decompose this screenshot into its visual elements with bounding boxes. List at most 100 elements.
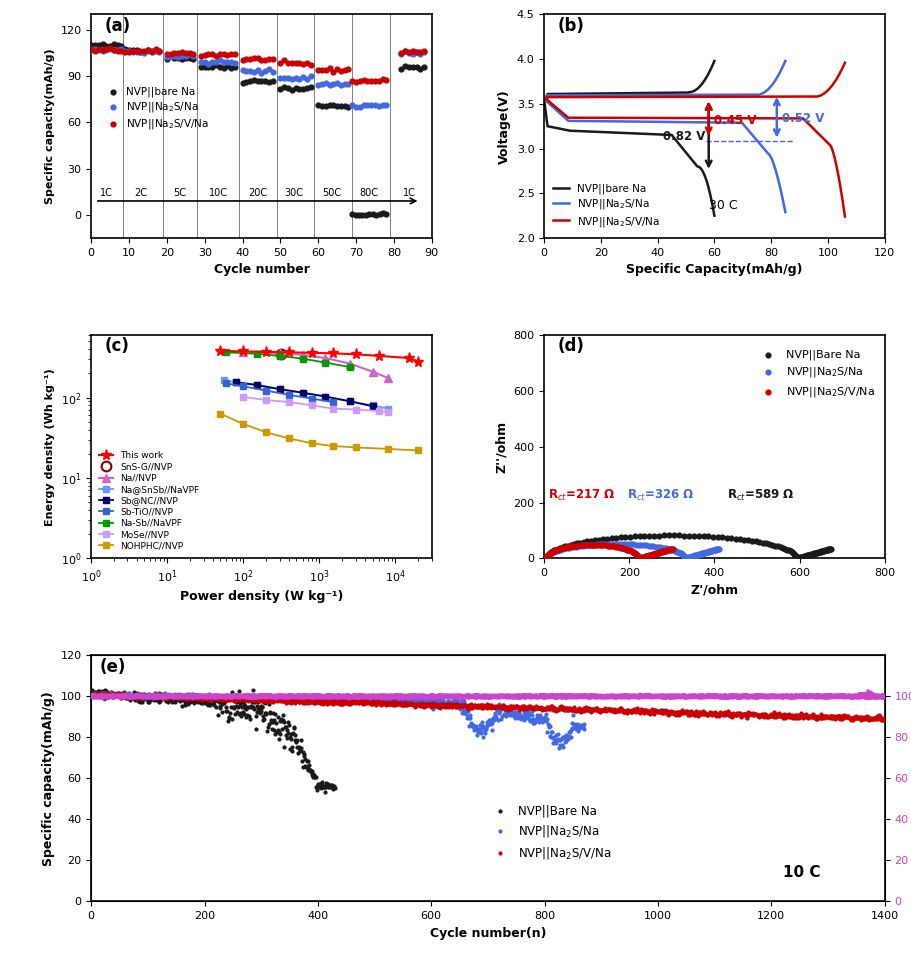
NVP||Na$_2$S/Na — [276, 692, 291, 708]
NVP||Na$_2$S/Na — [711, 541, 725, 556]
NVP||Na$_2$S/V/Na — [355, 696, 370, 711]
NVP||Na$_2$S/V/Na — [763, 707, 777, 722]
NVP||Bare Na — [270, 724, 284, 739]
NVP||bare Na — [337, 98, 352, 114]
NVP||Bare Na — [563, 537, 578, 552]
NVP||Na$_2$S/V/Na — [467, 698, 482, 713]
NVP||Na$_2$S/Na — [445, 694, 459, 710]
NVP||Na$_2$S/V/Na — [486, 700, 500, 715]
NVP||Na$_2$S/Na — [433, 693, 447, 709]
NVP||Na$_2$S/V/Na — [271, 692, 285, 708]
NVP||Na$_2$S/V/Na — [829, 709, 844, 724]
NVP||Na$_2$S/V/Na — [179, 45, 193, 61]
NVP||Na$_2$S/V/Na — [629, 547, 643, 562]
NVP||Na$_2$S/V/Na — [738, 707, 752, 722]
NVP||Na$_2$S/V/Na — [356, 72, 371, 88]
Na-Sb//NaVPF — [274, 350, 285, 362]
NVP||Bare Na — [122, 692, 137, 708]
NVP||Na$_2$S/V/Na — [149, 688, 164, 704]
NVP||Na$_2$S/Na — [330, 692, 344, 708]
NVP||Na$_2$S/Na — [98, 687, 113, 703]
NVP||Bare Na — [814, 544, 828, 559]
NVP||Na$_2$S/V/Na — [841, 710, 855, 726]
NVP||Na$_2$S/V/Na — [296, 693, 311, 709]
NVP||Bare Na — [253, 698, 268, 713]
NVP||Bare Na — [134, 689, 148, 705]
NVP||Na$_2$S/Na — [490, 711, 505, 727]
NVP||Na$_2$S/V/Na — [649, 704, 663, 719]
NVP||Na$_2$S/V/Na — [386, 694, 401, 710]
NVP||Na$_2$S/Na — [565, 715, 579, 731]
NVP||Na$_2$S/V/Na — [793, 708, 808, 723]
NVP||Na$_2$S/V/Na — [572, 702, 587, 717]
NVP||Na$_2$S/V/Na — [339, 694, 353, 710]
NVP||Bare Na — [138, 688, 152, 704]
NVP||Na$_2$S/V/Na — [712, 705, 727, 720]
NVP||Bare Na — [171, 691, 186, 707]
NVP||bare Na — [144, 43, 159, 59]
NVP||Na$_2$S/V/Na — [537, 701, 551, 716]
NVP||Na$_2$S/V/Na — [411, 696, 425, 711]
NVP||Na$_2$S/V/Na — [566, 538, 580, 553]
NVP||Bare Na — [144, 691, 159, 707]
NVP||Bare Na — [257, 705, 271, 720]
NVP||Bare Na — [233, 708, 248, 723]
NVP||Bare Na — [161, 688, 176, 704]
NVP||Na$_2$S/V/Na — [553, 700, 568, 715]
NVP||Na$_2$S/V/Na — [847, 710, 862, 725]
NVP||Na$_2$S/V/Na — [759, 709, 773, 724]
NVP||Na$_2$S/V/Na — [605, 702, 619, 717]
NVP||Na$_2$S/Na — [366, 690, 381, 706]
NVP||Na$_2$S/V/Na — [356, 694, 371, 710]
NVP||Na$_2$S/Na — [691, 547, 706, 562]
NVP||Na$_2$S/Na — [476, 722, 491, 737]
NVP||Na$_2$S/Na — [547, 734, 561, 749]
NVP||Na$_2$S/Na — [200, 687, 215, 703]
NVP||Bare Na — [266, 712, 281, 728]
NVP||Na$_2$S/V/Na — [799, 708, 814, 723]
NVP||Na$_2$S/V/Na — [279, 693, 293, 709]
NVP||Bare Na — [117, 687, 131, 703]
NVP||Na$_2$S/Na — [288, 691, 302, 707]
NVP||Na$_2$S/V/Na — [430, 699, 445, 714]
NVP||Bare Na — [291, 740, 305, 756]
NVP||Na$_2$S/V/Na — [292, 693, 307, 709]
NVP||Na$_2$S/V/Na — [292, 695, 307, 710]
NVP||Bare Na — [159, 692, 174, 708]
NVP||Bare Na — [789, 550, 804, 566]
NVP||Na$_2$S/V/Na — [121, 43, 136, 59]
NVP||Na$_2$S/Na — [238, 687, 252, 703]
NVP||Na$_2$S/V/Na — [778, 707, 793, 722]
NVP||Na$_2$S/Na — [298, 692, 312, 708]
NVP||Na$_2$S/Na — [99, 42, 114, 58]
NVP||Na$_2$S/V/Na — [556, 701, 570, 716]
NVP||Na$_2$S/Na — [395, 694, 410, 710]
NVP||Bare Na — [183, 694, 198, 710]
NVP||Na$_2$S/V/Na — [261, 688, 275, 704]
NVP||Na$_2$S/V/Na — [414, 698, 428, 713]
NVP||Bare Na — [241, 699, 255, 714]
NVP||Na$_2$S/Na — [372, 690, 386, 706]
NVP||Na$_2$S/V/Na — [681, 705, 695, 720]
NVP||Na$_2$S/V/Na — [545, 544, 559, 559]
NVP||Na$_2$S/V/Na — [857, 710, 872, 725]
NVP||Na$_2$S/Na — [498, 708, 513, 723]
NVP||Na$_2$S/Na — [486, 705, 501, 720]
NVP||Na$_2$S/V/Na — [862, 710, 876, 726]
NVP||Na$_2$S/V/Na — [192, 691, 207, 707]
NVP||Na$_2$S/V/Na — [421, 697, 435, 712]
NVP||Na$_2$S/Na — [132, 685, 147, 701]
NVP||Na$_2$S/Na — [107, 41, 121, 57]
NVP||Na$_2$S/Na — [335, 691, 350, 707]
NVP||Na$_2$S/V/Na — [413, 696, 427, 711]
NVP||Na$_2$S/Na — [386, 692, 401, 708]
NVP||Na$_2$S/Na — [474, 714, 488, 730]
NVP||Bare Na — [294, 740, 309, 756]
NVP||Na$_2$S/V/Na — [378, 695, 393, 710]
NVP||Bare Na — [148, 691, 163, 707]
NVP||Bare Na — [310, 778, 324, 793]
NVP||Na$_2$S/V/Na — [204, 690, 219, 706]
NVP||Na$_2$S/V/Na — [388, 697, 403, 712]
NVP||Na$_2$S/V/Na — [379, 72, 394, 88]
NVP||Na$_2$S/V/Na — [128, 688, 142, 704]
